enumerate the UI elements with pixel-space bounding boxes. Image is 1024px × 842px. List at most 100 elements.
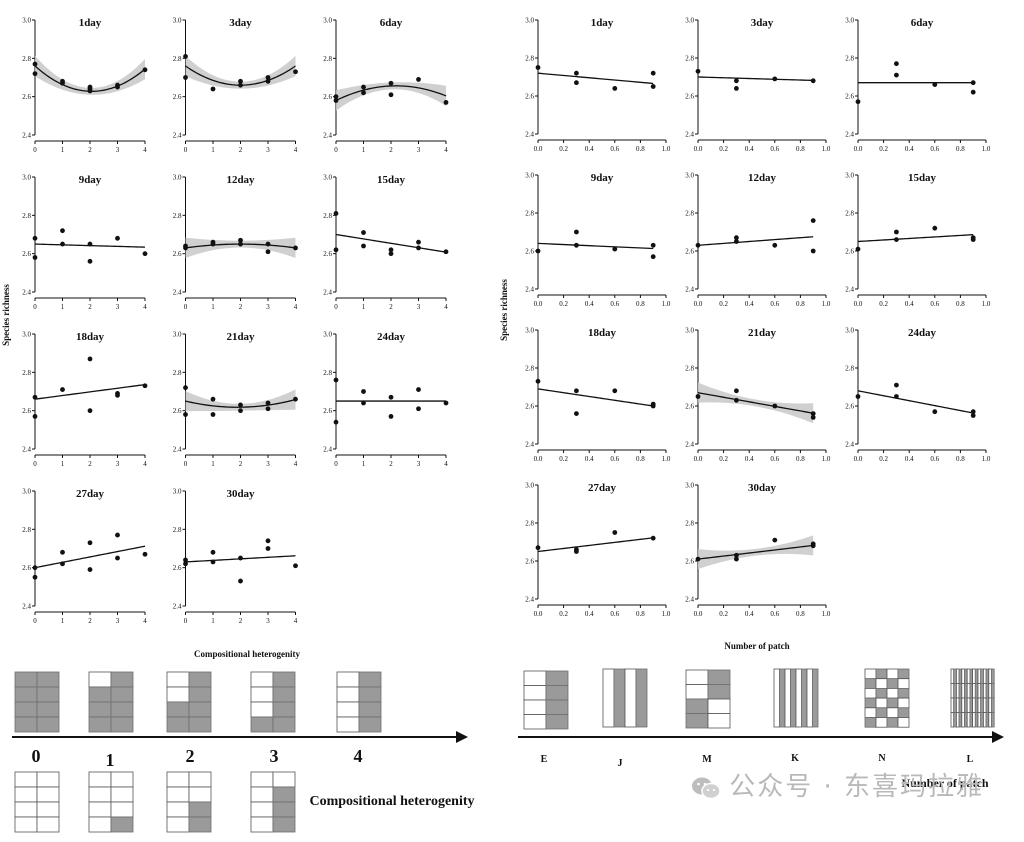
data-point	[612, 388, 618, 394]
grid-cell	[188, 786, 212, 803]
y-tick-label: 2.6	[22, 93, 31, 101]
panel-title: 6day	[911, 17, 934, 29]
grid-cell	[523, 685, 547, 701]
panel-title: 15day	[908, 172, 937, 184]
right-scale-label-j: J	[618, 758, 623, 769]
data-point	[60, 387, 65, 392]
y-tick-label: 2.6	[525, 93, 534, 101]
panel-title: 12day	[748, 172, 777, 184]
x-tick-label: 0.2	[879, 300, 888, 308]
grid-cell	[336, 701, 360, 718]
y-tick-label: 2.6	[845, 403, 854, 411]
y-tick-label: 2.6	[323, 93, 332, 101]
y-tick-label: 2.4	[685, 441, 694, 449]
grid-cell	[523, 699, 547, 715]
x-tick-label: 2	[88, 460, 92, 468]
y-tick-label: 2.8	[525, 55, 534, 63]
data-point	[772, 537, 778, 543]
confidence-band	[185, 389, 296, 412]
grid-cell	[685, 698, 709, 714]
grid-cell	[336, 671, 360, 688]
data-point	[894, 229, 899, 235]
x-tick-label: 0	[184, 617, 188, 625]
grid-cell	[977, 712, 982, 728]
grid-cell	[166, 671, 190, 688]
panel-title: 27day	[76, 488, 105, 500]
panel-title: 30day	[226, 488, 255, 500]
data-point	[388, 394, 394, 400]
grid-cell	[950, 712, 955, 728]
fit-line	[335, 85, 447, 102]
data-point	[810, 78, 816, 84]
watermark-text: 公众号 · 东喜玛拉雅	[729, 772, 984, 802]
right-scale-arrowhead	[992, 731, 1004, 743]
grid-cell	[897, 668, 910, 680]
data-point	[894, 382, 899, 388]
data-point	[60, 549, 65, 555]
grid-cell	[272, 786, 296, 803]
data-point	[734, 235, 739, 241]
x-tick-label: 0.4	[905, 145, 914, 153]
x-tick-label: 1.0	[822, 145, 831, 153]
x-tick-label: 0.2	[719, 610, 728, 618]
grid-cell	[950, 697, 955, 713]
grid-cell	[166, 701, 190, 718]
y-tick-label: 2.4	[845, 286, 854, 294]
grid-cell	[964, 697, 968, 713]
grid-cell	[983, 712, 987, 728]
grid-cell	[272, 716, 296, 733]
y-tick-label: 2.4	[22, 289, 31, 297]
x-tick-label: 1	[362, 303, 366, 311]
data-point	[361, 90, 366, 96]
left-panel-30day: 2.4 2.6 2.8 3.0 0 1 2 3 4 30day	[173, 488, 298, 625]
grid-cell	[88, 671, 112, 688]
grid-cell	[784, 668, 791, 728]
grid-cell	[985, 697, 990, 713]
grid-cell	[545, 685, 569, 701]
x-tick-label: 1	[61, 146, 65, 154]
grid-cell	[956, 697, 960, 713]
y-tick-label: 2.8	[685, 365, 694, 373]
grid-cell	[272, 671, 296, 688]
data-point	[265, 538, 271, 544]
x-tick-label: 0.0	[534, 145, 543, 153]
data-point	[183, 54, 188, 59]
right-scale-label-l: L	[967, 754, 974, 765]
data-point	[183, 557, 188, 563]
watermark: 公众号 · 东喜玛拉雅	[691, 766, 984, 803]
grid-cell	[977, 668, 982, 684]
grid-cell	[250, 786, 274, 803]
panel-title: 1day	[591, 17, 614, 29]
y-tick-label: 2.8	[22, 212, 31, 220]
panel-title: 21day	[226, 331, 255, 343]
data-point	[695, 68, 701, 74]
x-tick-label: 1	[211, 460, 215, 468]
right-panel-18day: 2.4 2.6 2.8 3.0 0.0 0.2 0.4 0.6 0.8 1.0 18day	[525, 327, 671, 464]
x-tick-label: 0.4	[585, 145, 594, 153]
data-point	[265, 241, 271, 247]
grid-cell	[974, 668, 979, 684]
y-tick-label: 2.6	[323, 407, 332, 415]
x-tick-label: 0.4	[905, 300, 914, 308]
data-point	[333, 419, 339, 425]
x-tick-label: 3	[266, 146, 270, 154]
y-tick-label: 2.6	[173, 250, 182, 258]
grid-cell	[964, 668, 968, 684]
data-point	[142, 251, 148, 257]
data-point	[535, 248, 541, 254]
left-panel-27day: 2.4 2.6 2.8 3.0 0 1 2 3 4 27day	[22, 488, 148, 625]
fit-line	[537, 537, 654, 553]
x-tick-label: 0.4	[745, 145, 754, 153]
grid-cell	[545, 714, 569, 730]
grid-cell	[358, 716, 382, 733]
data-point	[574, 229, 579, 235]
grid-cell	[779, 668, 786, 728]
grid-cell	[969, 683, 974, 699]
grid-cell	[950, 683, 955, 699]
x-tick-label: 4	[444, 303, 448, 311]
left-scale-label-0: 0	[32, 746, 41, 766]
grid-cell	[188, 686, 212, 703]
data-point	[361, 400, 366, 406]
x-tick-label: 0.2	[719, 145, 728, 153]
panel-title: 6day	[380, 17, 403, 29]
